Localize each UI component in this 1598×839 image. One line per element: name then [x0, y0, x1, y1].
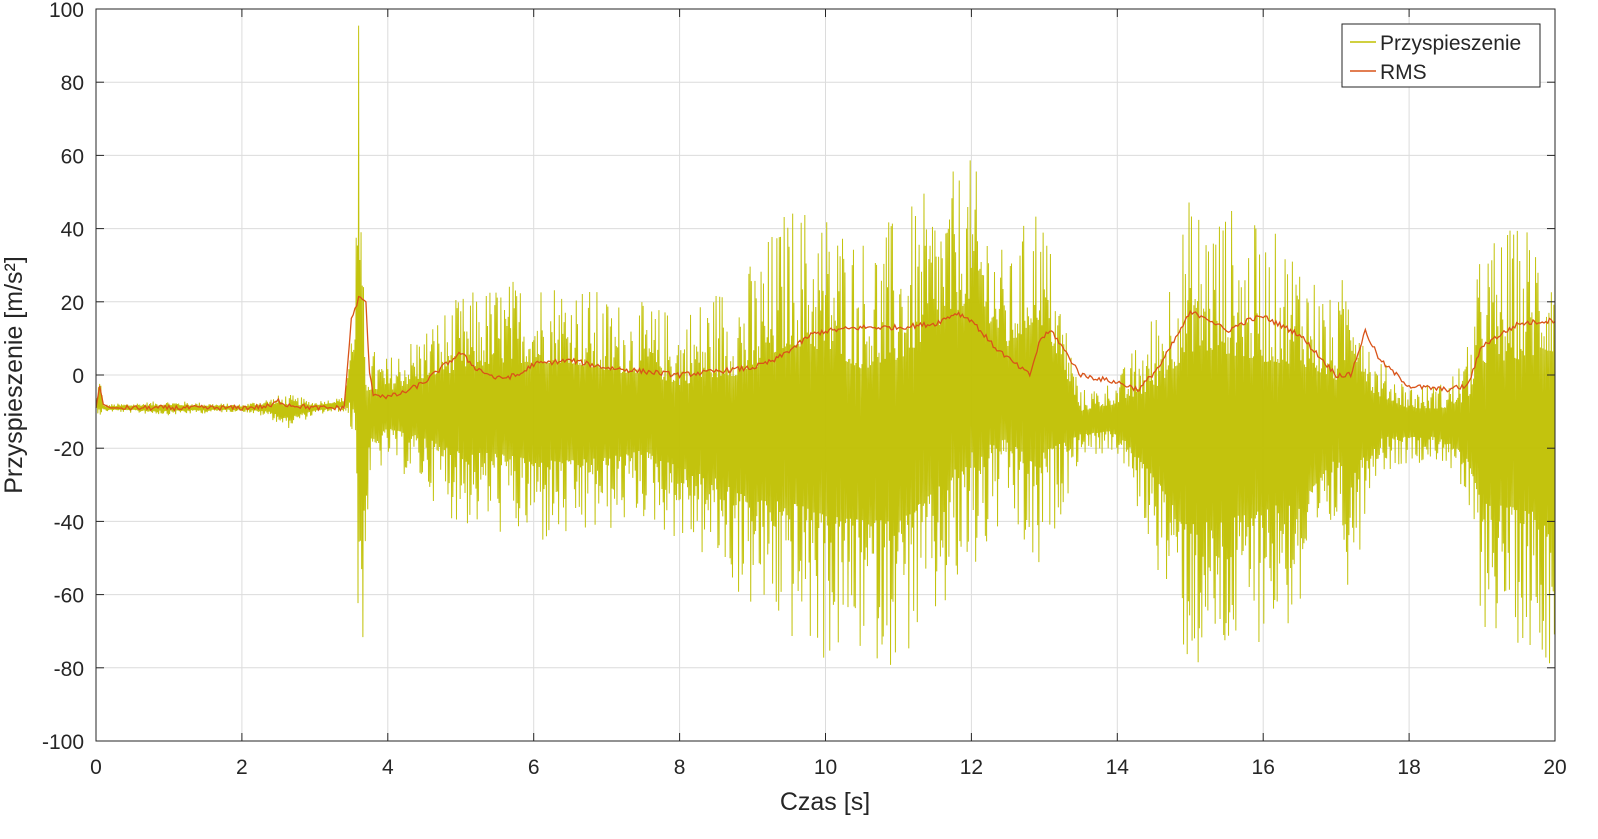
axis-ticks: 0 2 4 6 8 10 12 14 16 18 20 -100 -80 -60 -40 -20 0 20 40 60…	[42, 0, 1567, 779]
x-tick-label: 10	[814, 756, 837, 779]
y-tick-label: 20	[61, 292, 84, 315]
legend-label-rms: RMS	[1380, 61, 1427, 84]
y-tick-label: 100	[49, 0, 84, 22]
x-tick-label: 6	[528, 756, 540, 779]
y-tick-label: -20	[54, 438, 84, 461]
x-tick-label: 4	[382, 756, 394, 779]
series-line-acceleration	[95, 25, 1556, 665]
x-axis-title: Czas [s]	[780, 788, 870, 816]
y-tick-label: 40	[61, 219, 84, 242]
y-tick-label: 60	[61, 145, 84, 168]
x-tick-label: 20	[1543, 756, 1566, 779]
x-tick-label: 12	[960, 756, 983, 779]
x-tick-label: 14	[1106, 756, 1130, 779]
legend-label-acceleration: Przyspieszenie	[1380, 32, 1521, 55]
y-tick-label: 80	[61, 72, 84, 95]
y-tick-label: -80	[54, 658, 84, 681]
x-tick-label: 18	[1397, 756, 1420, 779]
x-tick-label: 8	[674, 756, 686, 779]
y-tick-label: -40	[54, 511, 84, 534]
y-tick-label: -100	[42, 731, 84, 754]
legend-box	[1341, 23, 1541, 88]
y-axis-title: Przyspieszenie [m/s²]	[0, 256, 28, 494]
x-tick-label: 0	[90, 756, 102, 779]
series-line-rms	[95, 295, 1556, 412]
y-tick-label: 0	[72, 365, 84, 388]
y-tick-label: -60	[54, 585, 84, 608]
x-tick-label: 16	[1252, 756, 1275, 779]
legend: Przyspieszenie RMS	[1341, 23, 1541, 88]
data-layer	[95, 25, 1556, 665]
x-tick-label: 2	[236, 756, 248, 779]
